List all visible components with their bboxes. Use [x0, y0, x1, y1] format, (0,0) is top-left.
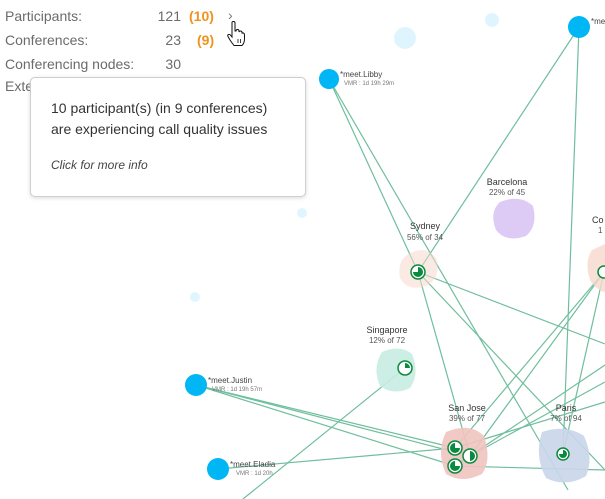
participant-name: *meet.Libby [340, 70, 382, 79]
call-quality-icon [597, 265, 605, 279]
location-co[interactable] [587, 244, 605, 292]
call-quality-icon [556, 447, 570, 461]
faded-participant [190, 292, 200, 302]
tooltip-more-info-link[interactable]: Click for more info [51, 158, 148, 172]
participant-labels: *meet.Libby VMR : 1d 19h 29m *meet.Justi… [208, 17, 605, 477]
location-load: 7% of 94 [550, 414, 582, 423]
call-quality-icon [447, 458, 463, 474]
call-quality-icon [397, 360, 413, 376]
location-load: 39% of 77 [449, 414, 486, 423]
participant-detail: VMR : 1d 19h 29m [344, 81, 394, 87]
participant-node-eladia[interactable] [207, 458, 229, 480]
location-labels: Sydney 56% of 34 Barcelona 22% of 45 Sin… [366, 177, 603, 423]
location-name: San Jose [448, 403, 486, 413]
quality-issues-tooltip[interactable]: 10 participant(s) (in 9 conferences) are… [30, 77, 306, 197]
chevron-right-icon[interactable]: › [228, 7, 233, 23]
location-load: 12% of 72 [369, 336, 406, 345]
location-load: 1 [598, 226, 603, 235]
participant-node-libby[interactable] [319, 69, 339, 89]
nodes-count: 30 [165, 56, 181, 72]
tooltip-message: 10 participant(s) (in 9 conferences) are… [51, 100, 268, 137]
participants [185, 16, 590, 480]
external-label-partial: Exte [5, 78, 34, 94]
nodes-label: Conferencing nodes: [5, 56, 135, 72]
participant-name: *me [591, 17, 605, 26]
conferences-alert-count[interactable]: (9) [197, 32, 215, 48]
faded-participant [297, 208, 307, 218]
hand-cursor-icon [227, 21, 245, 46]
conferences-label: Conferences: [5, 32, 89, 48]
location-load: 56% of 34 [407, 233, 444, 242]
faded-nodes [190, 13, 499, 302]
call-badges [397, 264, 605, 474]
call-quality-icon [462, 448, 478, 464]
location-barcelona[interactable] [493, 198, 535, 239]
participant-detail: VMR : 1d 19h 57m [212, 387, 262, 393]
faded-participant [485, 13, 499, 27]
participant-node-me[interactable] [568, 16, 590, 38]
location-name: Barcelona [487, 177, 528, 187]
location-name: Sydney [410, 221, 441, 231]
participant-name: *meet.Eladia [230, 460, 276, 469]
location-name: Paris [556, 403, 577, 413]
participants-alert-count[interactable]: (10) [189, 8, 214, 24]
faded-participant [394, 27, 416, 49]
location-singapore[interactable] [376, 348, 416, 392]
conferences-count: 23 [165, 32, 181, 48]
location-name: Singapore [366, 325, 407, 335]
participants-count: 121 [157, 8, 181, 24]
call-quality-icon [410, 264, 426, 280]
participant-name: *meet.Justin [208, 376, 252, 385]
participant-node-justin[interactable] [185, 374, 207, 396]
participant-detail: VMR : 1d 20h [236, 471, 273, 477]
call-quality-icon [447, 440, 463, 456]
location-name: Co [592, 215, 604, 225]
participants-label: Participants: [5, 8, 83, 24]
location-load: 22% of 45 [489, 188, 526, 197]
